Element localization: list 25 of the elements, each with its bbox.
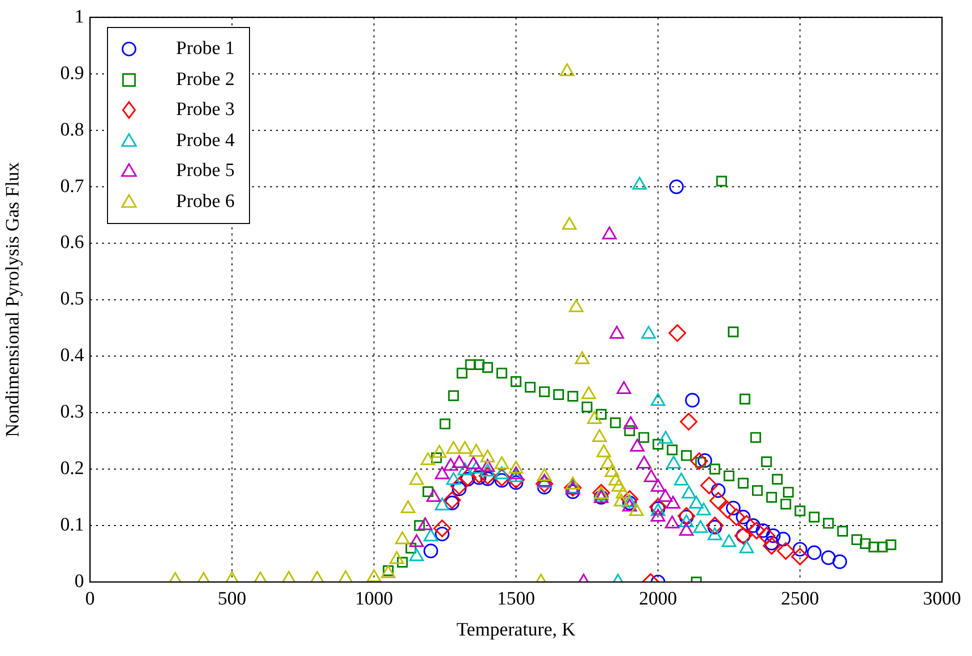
y-tick-label: 0.2: [60, 458, 84, 480]
y-tick-label: 1: [74, 6, 84, 28]
y-tick-label: 0.1: [60, 514, 84, 536]
y-tick-label: 0: [74, 570, 84, 592]
legend-label: Probe 2: [176, 68, 235, 92]
y-tick-label: 0.9: [60, 62, 84, 84]
x-tick-label: 1000: [355, 588, 393, 610]
legend-label: Probe 5: [176, 159, 235, 183]
x-tick-label: 3000: [923, 588, 961, 610]
y-axis-title: Nondimensional Pyrolysis Gas Flux: [2, 162, 24, 438]
y-tick-label: 0.4: [60, 345, 84, 366]
x-tick-label: 1500: [497, 588, 535, 610]
y-tick-label: 0.6: [60, 232, 84, 254]
x-tick-label: 2500: [781, 588, 819, 610]
x-axis-title: Temperature, K: [456, 620, 576, 641]
y-tick-label: 0.8: [60, 119, 84, 140]
y-tick-label: 0.3: [60, 402, 84, 423]
x-tick-label: 2000: [639, 588, 677, 610]
legend-label: Probe 1: [176, 37, 235, 61]
legend-label: Probe 4: [176, 128, 235, 152]
y-tick-label: 0.7: [60, 176, 84, 197]
x-tick-label: 500: [218, 588, 246, 610]
legend-label: Probe 3: [176, 98, 235, 122]
y-tick-label: 0.5: [60, 288, 84, 310]
legend-label: Probe 6: [176, 190, 235, 214]
